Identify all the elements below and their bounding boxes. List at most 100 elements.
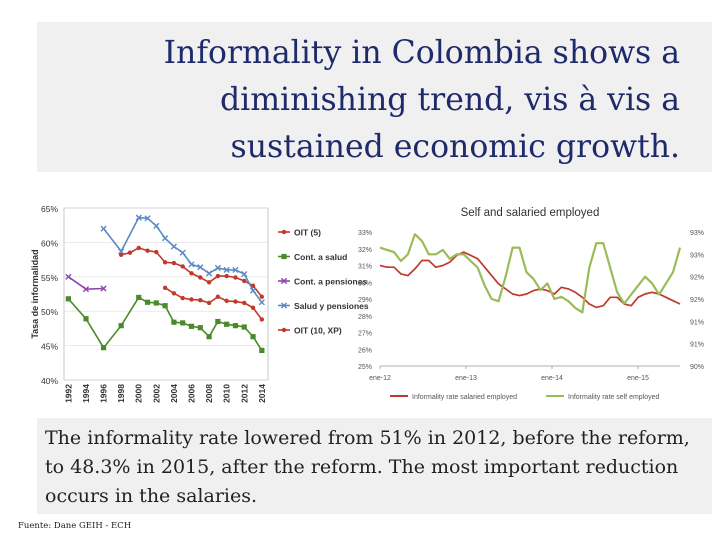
data-point bbox=[259, 347, 265, 354]
data-point bbox=[136, 245, 141, 251]
data-point bbox=[206, 300, 212, 306]
data-point bbox=[154, 249, 159, 255]
data-point bbox=[242, 278, 247, 284]
data-point bbox=[65, 273, 72, 280]
data-point bbox=[82, 286, 90, 293]
data-point bbox=[223, 266, 230, 274]
series-oit-10-xp- bbox=[162, 285, 265, 322]
data-point bbox=[241, 270, 248, 278]
data-point bbox=[136, 294, 142, 301]
data-point bbox=[250, 305, 256, 310]
x-tick-label: 1992 bbox=[63, 384, 73, 403]
data-point bbox=[189, 297, 194, 302]
data-point bbox=[162, 303, 168, 309]
data-point bbox=[100, 285, 107, 292]
data-point bbox=[249, 287, 257, 294]
x-tick-label: 2012 bbox=[239, 384, 249, 403]
x-tick-label: ene-13 bbox=[455, 375, 477, 382]
data-point bbox=[118, 252, 124, 257]
data-point bbox=[188, 261, 195, 268]
y-tick-label: 40% bbox=[41, 376, 58, 386]
data-point bbox=[224, 321, 230, 327]
data-point bbox=[188, 323, 195, 329]
data-point bbox=[171, 260, 177, 266]
y-tick-label: 50% bbox=[41, 307, 58, 317]
data-point bbox=[118, 323, 124, 329]
data-point bbox=[233, 275, 238, 280]
legend-item: Informality rate salaried employed bbox=[390, 394, 517, 401]
data-point bbox=[153, 222, 160, 229]
y-left-tick-label: 32% bbox=[358, 247, 372, 254]
data-point bbox=[144, 215, 151, 222]
y-left-tick-label: 30% bbox=[358, 280, 372, 287]
data-point bbox=[179, 249, 186, 256]
data-point bbox=[100, 345, 107, 351]
series-oit-5- bbox=[118, 245, 265, 299]
x-tick-label: ene-15 bbox=[627, 375, 649, 382]
data-point bbox=[189, 271, 194, 276]
data-point bbox=[232, 323, 239, 329]
series-line bbox=[379, 251, 681, 309]
y-right-tick-label: 92% bbox=[690, 275, 704, 282]
data-point bbox=[198, 275, 203, 280]
data-point bbox=[171, 319, 177, 325]
x-tick-label: 1996 bbox=[99, 384, 109, 403]
data-point bbox=[180, 295, 185, 301]
x-tick-label: 2002 bbox=[151, 384, 161, 403]
data-point bbox=[281, 327, 287, 333]
title-line: Informality in Colombia shows a bbox=[163, 35, 680, 71]
x-tick-label: ene-14 bbox=[541, 375, 563, 382]
x-tick-label: 2006 bbox=[187, 384, 197, 403]
y-right-tick-label: 92% bbox=[690, 297, 704, 304]
data-point bbox=[259, 317, 265, 322]
data-point bbox=[198, 297, 203, 303]
y-right-tick-label: 93% bbox=[690, 252, 704, 259]
data-point bbox=[214, 264, 221, 271]
y-left-tick-label: 28% bbox=[358, 314, 372, 321]
x-tick-label: 2008 bbox=[204, 384, 214, 403]
data-point bbox=[65, 296, 71, 302]
data-point bbox=[100, 225, 107, 232]
y-left-tick-label: 25% bbox=[358, 364, 372, 371]
data-point bbox=[83, 316, 89, 322]
y-right-tick-label: 91% bbox=[690, 319, 704, 326]
data-point bbox=[242, 300, 247, 306]
y-right-tick-label: 91% bbox=[690, 342, 704, 349]
caption-text: The informality rate lowered from 51% in… bbox=[45, 427, 690, 507]
x-tick-label: 2014 bbox=[257, 384, 267, 403]
x-tick-label: 1994 bbox=[81, 384, 91, 403]
series-informality-rate-salaried-employed bbox=[379, 251, 681, 309]
legend-item: OIT (5) bbox=[278, 228, 321, 238]
data-point bbox=[127, 250, 133, 255]
y-tick-label: 65% bbox=[41, 204, 58, 214]
x-tick-label: 2010 bbox=[222, 384, 232, 403]
data-point bbox=[205, 270, 213, 277]
data-point bbox=[197, 264, 204, 271]
slide-title: Informality in Colombia shows a diminish… bbox=[40, 30, 680, 171]
data-point bbox=[171, 291, 177, 296]
data-point bbox=[281, 229, 287, 235]
source-note: Fuente: Dane GEIH - ECH bbox=[18, 521, 132, 531]
title-line: diminishing trend, vis à vis a bbox=[219, 82, 680, 118]
data-point bbox=[224, 298, 229, 304]
legend-label: Informality rate self employed bbox=[568, 394, 660, 401]
legend-label: Cont. a salud bbox=[294, 252, 347, 262]
legend-item: OIT (10, XP) bbox=[278, 326, 342, 336]
y-left-tick-label: 31% bbox=[358, 264, 372, 271]
data-point bbox=[118, 248, 125, 255]
y-left-tick-label: 27% bbox=[358, 331, 372, 338]
data-point bbox=[232, 266, 239, 274]
data-point bbox=[144, 299, 151, 305]
y-right-tick-label: 93% bbox=[690, 230, 704, 237]
series-cont-a-pensiones bbox=[65, 273, 107, 293]
title-line: sustained economic growth. bbox=[230, 129, 680, 165]
data-point bbox=[145, 248, 150, 253]
data-point bbox=[162, 235, 169, 242]
data-point bbox=[258, 299, 265, 306]
y-tick-label: 60% bbox=[41, 238, 58, 248]
caption-background bbox=[37, 418, 712, 514]
data-point bbox=[206, 280, 212, 285]
legend-label: Cont. a pensiones bbox=[294, 277, 367, 287]
legend-label: OIT (5) bbox=[294, 228, 321, 238]
